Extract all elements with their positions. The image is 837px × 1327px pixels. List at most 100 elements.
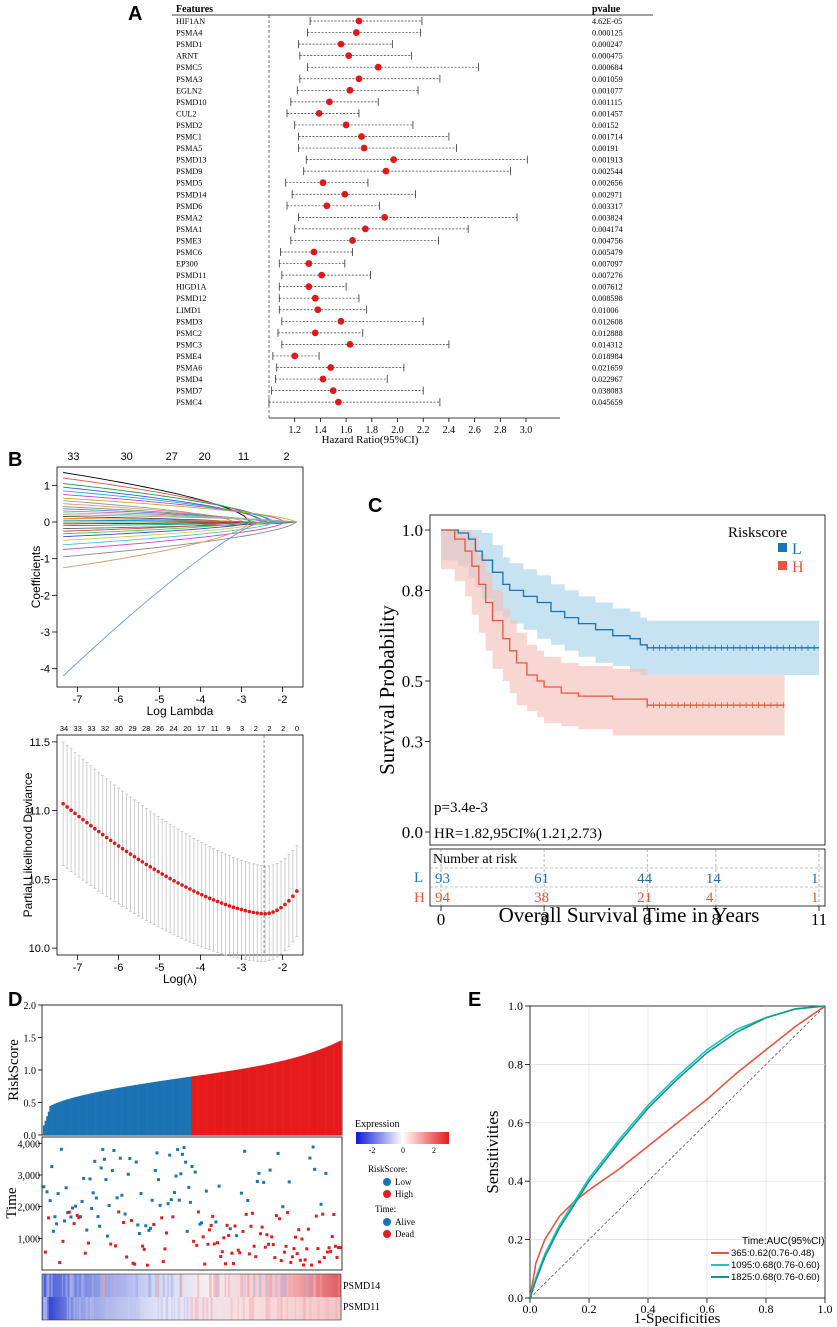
- risk-count: 14: [706, 871, 722, 887]
- cv-top-tick-label: 32: [101, 724, 109, 733]
- time-point-alive: [66, 1211, 70, 1215]
- risk-score-bar: [125, 1086, 128, 1135]
- risk-score-bar: [223, 1071, 225, 1135]
- heatmap-cell: [265, 1297, 268, 1320]
- cv-point: [73, 811, 77, 816]
- time-point-alive: [319, 1202, 323, 1206]
- time-point-alive: [177, 1198, 181, 1202]
- risk-score-bar: [146, 1083, 149, 1135]
- km-legend-title: Riskscore: [728, 525, 788, 541]
- time-point-dead: [335, 1256, 339, 1260]
- time-point-alive: [50, 1165, 54, 1169]
- heatmap-cell: [134, 1297, 138, 1320]
- risk-score-bar: [57, 1102, 60, 1135]
- lasso-path: [63, 514, 297, 523]
- time-point-dead: [222, 1236, 226, 1240]
- lasso-path: [63, 508, 297, 523]
- lasso-path: [63, 521, 297, 546]
- km-hr-text: HR=1.82,95CI%(1.21,2.73): [434, 826, 602, 842]
- lasso-ylabel: Coefficients: [29, 546, 43, 608]
- risk-score-bar: [44, 1120, 47, 1135]
- forest-row-pvalue: 0.00191: [592, 144, 619, 153]
- cv-point: [89, 823, 93, 828]
- forest-point: [315, 110, 323, 117]
- time-point-alive: [91, 1191, 95, 1195]
- heatmap-cell: [125, 1297, 127, 1320]
- km-x-tick-label: 3: [540, 910, 549, 929]
- heatmap-cell: [61, 1274, 64, 1297]
- roc-x-tick-label: 0.4: [641, 1302, 656, 1316]
- time-point-alive: [144, 1224, 148, 1228]
- forest-point: [349, 237, 356, 244]
- time-point-dead: [233, 1224, 237, 1228]
- time-point-alive: [158, 1203, 162, 1207]
- time-point-alive: [188, 1200, 192, 1204]
- heatmap-cell: [306, 1274, 309, 1297]
- roc-xlabel: 1-Specificities: [634, 1311, 721, 1327]
- risk-y-tick-label: 1.0: [24, 1066, 37, 1077]
- time-point-dead: [203, 1262, 207, 1266]
- time-point-alive: [115, 1196, 119, 1200]
- cv-x-tick-label: -2: [278, 962, 288, 974]
- forest-row-name: PSMD10: [176, 98, 207, 107]
- risk-score-bar: [261, 1065, 264, 1135]
- cv-point: [136, 857, 141, 862]
- forest-row-pvalue: 0.001115: [592, 98, 622, 107]
- heatmap-cell: [247, 1274, 249, 1297]
- cv-top-tick-label: 24: [169, 724, 177, 733]
- forest-row-name: PSMA4: [176, 29, 202, 38]
- heatmap-cell: [47, 1274, 49, 1297]
- lasso-top-tick-label: 33: [67, 451, 79, 463]
- cv-top-tick-label: 11: [211, 724, 219, 733]
- time-point-alive: [268, 1168, 272, 1172]
- time-point-dead: [72, 1222, 76, 1226]
- risk-score-bar: [219, 1072, 222, 1135]
- time-point-dead: [273, 1256, 277, 1260]
- forest-row-pvalue: 0.002544: [592, 167, 623, 176]
- time-point-alive: [56, 1192, 60, 1196]
- roc-y-tick-label: 1.0: [508, 999, 523, 1013]
- cv-point: [61, 801, 65, 806]
- heatmap-cell: [170, 1274, 174, 1297]
- cv-point: [287, 898, 291, 903]
- forest-row-pvalue: 0.007097: [592, 260, 623, 269]
- forest-row-pvalue: 0.038083: [592, 387, 623, 396]
- risk-score-bar: [211, 1073, 214, 1135]
- time-point-dead: [238, 1251, 242, 1255]
- lasso-xlabel: Log Lambda: [147, 704, 214, 718]
- forest-row-pvalue: 0.007612: [592, 283, 623, 292]
- risk-score-bar: [339, 1040, 342, 1136]
- risk-score-bar: [264, 1064, 267, 1135]
- forest-row-pvalue: 0.045659: [592, 398, 623, 407]
- forest-point: [325, 98, 333, 106]
- time-point-alive: [101, 1147, 105, 1151]
- risk-score-bar: [250, 1067, 253, 1135]
- forest-point: [310, 248, 318, 256]
- time-point-dead: [260, 1225, 264, 1229]
- roc-x-tick-label: 0.6: [700, 1302, 715, 1316]
- time-point-alive: [123, 1212, 127, 1216]
- time-point-dead: [117, 1210, 121, 1214]
- risk-table-frame: [429, 848, 826, 907]
- cv-point: [239, 907, 244, 912]
- lasso-y-tick-label: 1: [44, 480, 50, 492]
- risk-score-bar: [81, 1095, 84, 1135]
- risk-score-bar: [111, 1089, 114, 1135]
- lasso-top-tick-label: 27: [166, 451, 178, 463]
- time-point-alive: [94, 1196, 98, 1200]
- lasso-x-tick-label: -5: [155, 694, 165, 706]
- time-point-dead: [58, 1261, 62, 1265]
- cv-point: [112, 841, 117, 845]
- forest-row-pvalue: 0.002656: [592, 179, 623, 188]
- time-point-alive: [118, 1156, 122, 1160]
- lasso-top-tick-label: 11: [238, 451, 249, 463]
- risk-score-bar: [121, 1087, 123, 1135]
- risk-score-bar: [218, 1072, 221, 1135]
- cv-point: [144, 862, 149, 867]
- time-point-alive: [63, 1219, 67, 1223]
- risk-score-bar: [262, 1064, 265, 1135]
- cv-top-tick-label: 2: [281, 724, 285, 733]
- cv-point: [275, 908, 279, 912]
- time-point-dead: [47, 1216, 51, 1220]
- risk-score-bar: [197, 1075, 200, 1135]
